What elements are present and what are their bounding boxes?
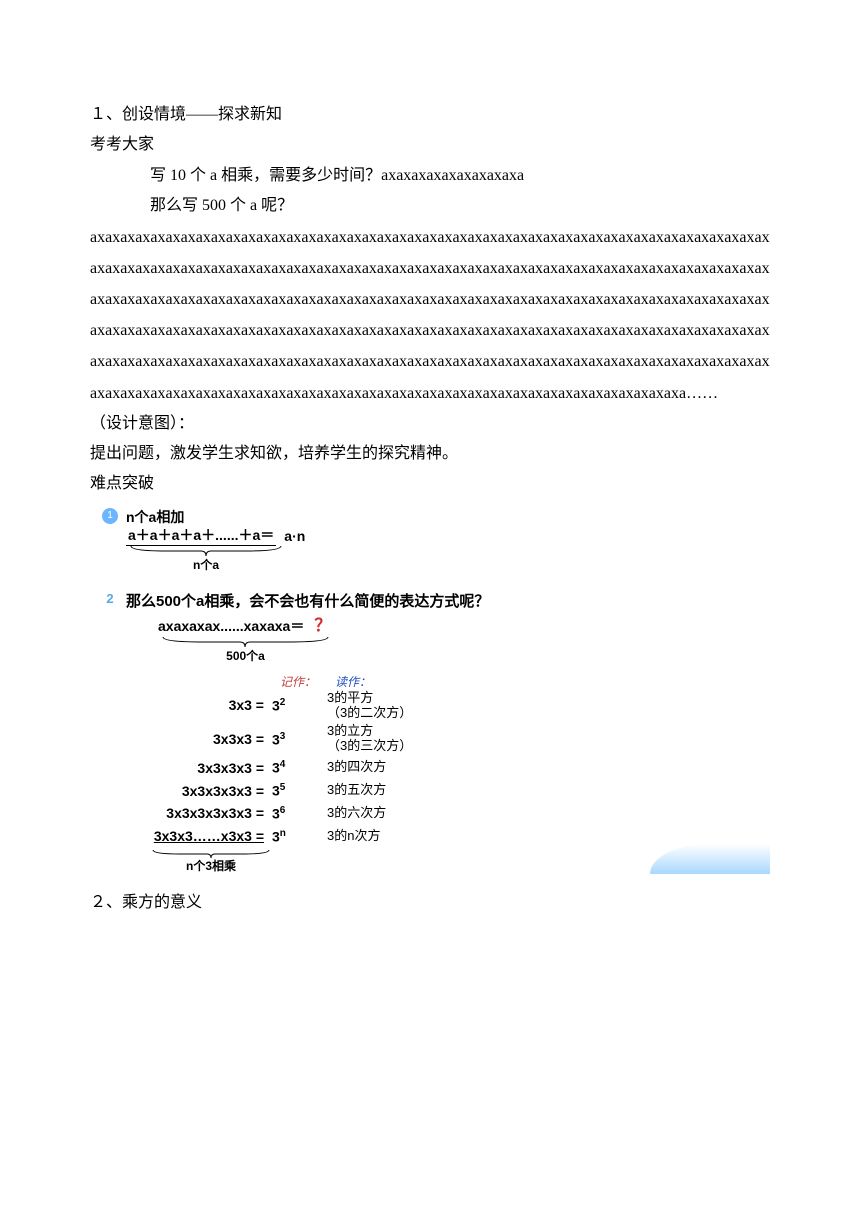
quiz-header: 考考大家 xyxy=(90,130,770,160)
n-add-brace-label: n个a xyxy=(126,558,286,574)
question-1b: 那么写 500 个 a 呢？ xyxy=(90,191,770,221)
n-add-block: 1 n个a相加 a＋a＋a＋a＋......＋a＝ a·n n个a xyxy=(102,508,770,574)
tbl-right: 3的六次方 xyxy=(327,806,457,821)
table-header: 记作： 读作： xyxy=(122,675,770,691)
tbl-left: 3x3 = xyxy=(122,696,272,714)
bottom-brace-label: n个3相乘 xyxy=(150,859,272,875)
q2-block: 2 那么500个a相乘，会不会也有什么简便的表达方式呢？ xyxy=(102,592,770,612)
table-row: 3x3x3x3x3x3 =363的六次方 xyxy=(122,804,770,823)
table-row: 3x3x3x3x3 =353的五次方 xyxy=(122,781,770,800)
tbl-left: 3x3x3x3 = xyxy=(122,759,272,777)
tbl-mid: 36 xyxy=(272,804,327,823)
breakpoint-label: 难点突破 xyxy=(90,469,770,499)
tbl-left: 3x3x3x3x3 = xyxy=(122,782,272,800)
brace-icon xyxy=(150,850,272,859)
bullet-2-icon: 2 xyxy=(102,592,118,608)
q2-brace-label: 500个a xyxy=(158,649,333,665)
tbl-mid: 34 xyxy=(272,758,327,777)
power-table: 记作： 读作： 3x3 =323的平方（3的二次方）3x3x3 =333的立方（… xyxy=(102,675,770,874)
q2-prod: axaxaxax......xaxaxa＝ xyxy=(158,617,304,635)
tbl-left: 3x3x3……x3x3 = xyxy=(122,827,272,845)
tbl-mid: 35 xyxy=(272,781,327,800)
q2-text: 那么500个a相乘，会不会也有什么简便的表达方式呢？ xyxy=(126,592,489,612)
question-mark-icon: ？ xyxy=(314,615,331,637)
hdr-written: 记作： xyxy=(280,675,335,691)
n-add-result: a·n xyxy=(284,527,305,545)
tbl-right: 3的立方（3的三次方） xyxy=(327,724,457,754)
table-row: 3x3x3x3 =343的四次方 xyxy=(122,758,770,777)
brace-icon xyxy=(158,637,333,647)
table-row: 3x3 =323的平方（3的二次方） xyxy=(122,691,770,721)
tbl-mid: 3n xyxy=(272,827,327,846)
n-add-title: n个a相加 xyxy=(126,508,305,526)
tbl-left: 3x3x3 = xyxy=(122,730,272,748)
tbl-right: 3的n次方 xyxy=(327,829,457,844)
design-text: 提出问题，激发学生求知欲，培养学生的探究精神。 xyxy=(90,439,770,469)
design-label: （设计意图）： xyxy=(90,409,770,439)
tbl-left: 3x3x3x3x3x3 = xyxy=(122,804,272,822)
tbl-mid: 33 xyxy=(272,730,327,749)
hdr-read: 读作： xyxy=(335,675,465,691)
section2-title: ２、乘方的意义 xyxy=(90,888,770,918)
tbl-right: 3的四次方 xyxy=(327,760,457,775)
axa-repeat-block: axaxaxaxaxaxaxaxaxaxaxaxaxaxaxaxaxaxaxax… xyxy=(90,222,770,409)
q2-formula: axaxaxax......xaxaxa＝ ？ 500个a xyxy=(158,615,770,665)
tbl-right: 3的平方（3的二次方） xyxy=(327,691,457,721)
section1-title: １、创设情境——探求新知 xyxy=(90,100,770,130)
n-add-sum: a＋a＋a＋a＋......＋a＝ xyxy=(126,526,276,546)
diagram-area: 1 n个a相加 a＋a＋a＋a＋......＋a＝ a·n n个a 2 那么50… xyxy=(102,508,770,874)
table-row: 3x3x3……x3x3 =3n3的n次方 xyxy=(122,827,770,846)
bullet-1-icon: 1 xyxy=(102,508,118,524)
question-1a: 写 10 个 a 相乘，需要多少时间？axaxaxaxaxaxaxaxaxa xyxy=(90,161,770,191)
brace-icon xyxy=(126,546,286,556)
tbl-right: 3的五次方 xyxy=(327,783,457,798)
table-row: 3x3x3 =333的立方（3的三次方） xyxy=(122,724,770,754)
tbl-mid: 32 xyxy=(272,696,327,715)
